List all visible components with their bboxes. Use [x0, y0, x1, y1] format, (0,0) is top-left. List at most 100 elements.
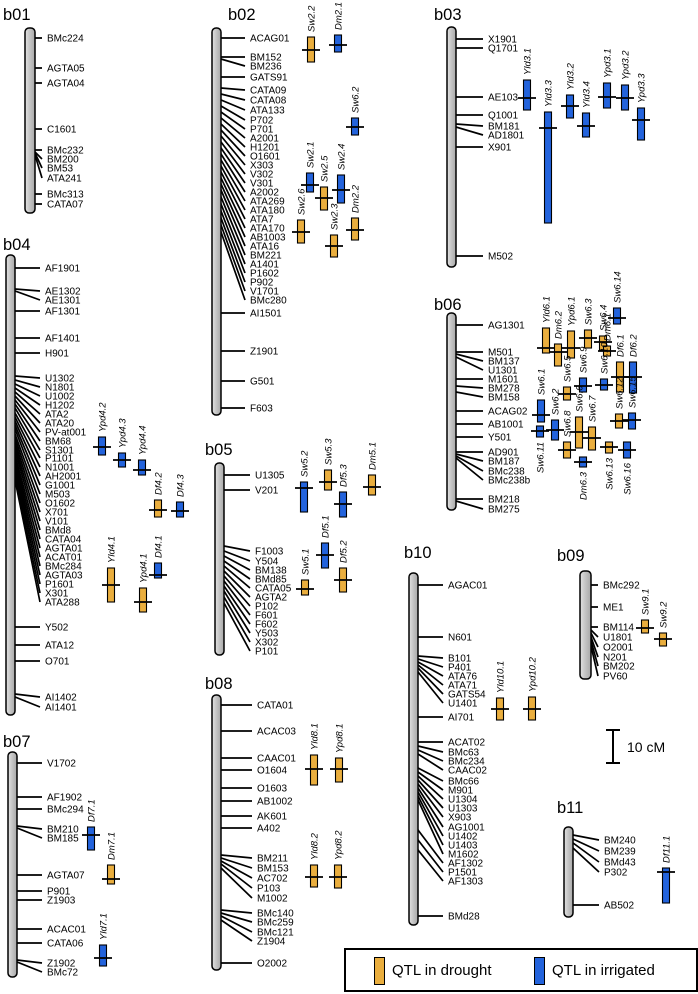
marker-label-AG1001: AG1001	[448, 823, 485, 834]
marker-label-AGTA04: AGTA04	[47, 79, 85, 90]
marker-label-O2002: O2002	[257, 959, 287, 970]
qtl-label-Yld6.1: Yld6.1	[542, 296, 553, 323]
qtl-label-Ypd4.1: Ypd4.1	[139, 553, 150, 583]
qtl-label-Sw2.4: Sw2.4	[337, 144, 348, 170]
marker-label-BM68: BM68	[45, 437, 72, 448]
marker-label-V201: V201	[255, 486, 279, 497]
marker-label-ATA269: ATA269	[250, 197, 285, 208]
marker-label-V101: V101	[45, 517, 69, 528]
marker-label-AGTA01: AGTA01	[45, 544, 83, 555]
marker-label-ACAT01: ACAT01	[45, 553, 82, 564]
marker-label-CAAC01: CAAC01	[257, 754, 296, 765]
legend-drought-swatch	[374, 957, 385, 985]
marker-label-B101: B101	[448, 654, 472, 665]
qtl-bar-Ypd6.1	[566, 330, 576, 359]
marker-label-Y503: Y503	[255, 629, 279, 640]
marker-label-P1101: P1101	[45, 454, 74, 465]
qtl-bar-Df11.1	[661, 867, 671, 904]
marker-label-BM138: BM138	[255, 566, 287, 577]
legend-irrigated-label: QTL in irrigated	[552, 962, 655, 979]
marker-label-CATA09: CATA09	[250, 86, 287, 97]
qtl-label-Df11.1: Df11.1	[662, 836, 673, 863]
marker-label-CATA01: CATA01	[257, 701, 294, 712]
marker-label-AGAC01: AGAC01	[448, 581, 488, 592]
marker-label-Q1701: Q1701	[488, 44, 518, 55]
qtl-label-Sw6.2: Sw6.2	[351, 86, 362, 113]
marker-label-AB1002: AB1002	[257, 797, 293, 808]
qtl-bar-Dm2.2	[350, 217, 360, 241]
qtl-bar-Dm7.1	[106, 864, 116, 885]
marker-label-X903: X903	[448, 813, 472, 824]
qtl-label-Dm2.2: Dm2.2	[351, 184, 362, 213]
qtl-label-Df4.3: Df4.3	[176, 474, 187, 497]
marker-label-AI1501: AI1501	[250, 309, 282, 320]
qtl-label-Sw5.2: Sw5.2	[300, 450, 311, 477]
marker-label-ACAC01: ACAC01	[47, 925, 86, 936]
marker-label-AF1302: AF1302	[448, 859, 483, 870]
marker-label-BMc72: BMc72	[47, 968, 79, 979]
marker-label-AF1303: AF1303	[448, 877, 483, 888]
qtl-label-Sw6.9: Sw6.9	[579, 346, 590, 373]
qtl-label-Dm7.1: Dm7.1	[107, 832, 118, 860]
qtl-bar-Sw6.15	[627, 412, 637, 430]
marker-label-BM187: BM187	[488, 457, 520, 468]
marker-label-Y504: Y504	[255, 557, 279, 568]
qtl-label-Dm6.1: Dm6.1	[603, 313, 614, 341]
chromosome-bar-b01	[24, 27, 36, 214]
marker-label-AI1401: AI1401	[45, 703, 77, 714]
marker-label-Y501: Y501	[488, 433, 512, 444]
marker-label-AGTA03: AGTA03	[45, 571, 83, 582]
qtl-bar-Ypd8.1	[334, 757, 344, 783]
qtl-bar-Dm6.2	[553, 343, 563, 367]
chromosome-bar-b09	[579, 570, 592, 680]
marker-label-U1402: U1402	[448, 832, 478, 843]
marker-label-M502: M502	[488, 252, 513, 263]
marker-label-U1801: U1801	[603, 633, 633, 644]
qtl-bar-Df4.1	[153, 562, 163, 579]
marker-label-ATA76: ATA76	[448, 672, 478, 683]
marker-label-AE1302: AE1302	[45, 287, 81, 298]
marker-label-BMc232: BMc232	[47, 146, 84, 157]
qtl-label-Sw9.2: Sw9.2	[659, 601, 670, 628]
qtl-label-Ypd8.1: Ypd8.1	[335, 723, 346, 753]
marker-label-AI1402: AI1402	[45, 693, 77, 704]
marker-label-Z1903: Z1903	[47, 896, 76, 907]
marker-label-U1303: U1303	[448, 804, 478, 815]
qtl-bar-Yld7.1	[98, 944, 108, 967]
marker-label-CATA07: CATA07	[47, 200, 84, 211]
qtl-label-Sw6.3: Sw6.3	[584, 298, 595, 325]
marker-label-BMc294: BMc294	[47, 805, 84, 816]
marker-label-U1302: U1302	[45, 374, 75, 385]
chromosome-bar-b02	[211, 27, 222, 416]
marker-label-ACAG02: ACAG02	[488, 407, 528, 418]
qtl-label-Sw6.16: Sw6.16	[623, 462, 634, 494]
marker-label-BMc238b: BMc238b	[488, 476, 531, 487]
qtl-bar-Yld8.2	[309, 864, 319, 888]
marker-label-S1301: S1301	[45, 446, 74, 457]
marker-label-ATA288: ATA288	[45, 598, 80, 609]
marker-label-ATA180: ATA180	[250, 206, 285, 217]
marker-label-U1301: U1301	[488, 366, 518, 377]
group-title-b02: b02	[228, 6, 256, 24]
marker-label-M1602: M1602	[448, 850, 479, 861]
marker-label-O701: O701	[45, 657, 70, 668]
marker-label-CATA08: CATA08	[250, 96, 287, 107]
qtl-bar-Yld3.3	[543, 111, 553, 224]
marker-label-AE1301: AE1301	[45, 296, 81, 307]
marker-label-CAAC02: CAAC02	[448, 766, 487, 777]
marker-label-BM53: BM53	[47, 164, 74, 175]
marker-label-BMc140: BMc140	[257, 909, 294, 920]
marker-label-AI701: AI701	[448, 713, 475, 724]
qtl-label-Yld8.2: Yld8.2	[310, 832, 321, 860]
marker-label-BM158: BM158	[488, 393, 520, 404]
marker-label-X301: X301	[45, 589, 69, 600]
marker-label-V1701: V1701	[250, 287, 279, 298]
qtl-bar-Df4.2	[153, 499, 163, 518]
marker-label-AB502: AB502	[604, 901, 634, 912]
marker-label-AE103: AE103	[488, 93, 518, 104]
marker-label-BM240: BM240	[604, 836, 636, 847]
marker-label-F602: F602	[255, 620, 278, 631]
qtl-label-Sw6.1: Sw6.1	[537, 369, 548, 395]
